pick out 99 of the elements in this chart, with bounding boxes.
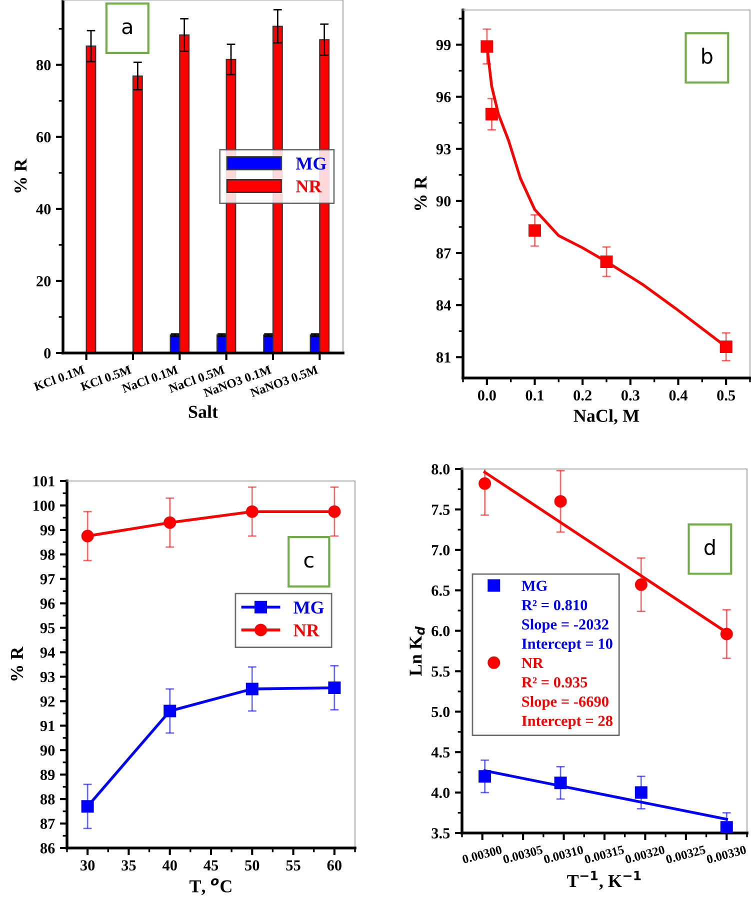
x-tick-label: 55 — [286, 860, 300, 871]
y-tick-label: 98 — [40, 550, 55, 560]
y-tick-label: 100 — [34, 500, 55, 511]
point — [81, 800, 94, 813]
legend-label: NR — [522, 658, 544, 668]
x-tick-label: 0.00300 — [462, 845, 502, 864]
x-tick-label: 0.2 — [574, 390, 592, 401]
x-tick-label: 30 — [80, 860, 95, 871]
x-axis-title: T$^{−1}$, K$^{−1}$ — [567, 870, 641, 890]
x-tick-label: 0.1 — [526, 390, 544, 401]
annotation: R² = 0.810 — [522, 600, 588, 610]
y-tick-label: 81 — [436, 352, 450, 363]
y-tick-label: 20 — [36, 276, 51, 286]
annotation: a — [122, 22, 132, 34]
point — [554, 495, 567, 508]
x-tick-label: 0.00315 — [584, 845, 625, 864]
y-tick-label: 7.5 — [432, 504, 450, 515]
y-tick-label: 96 — [436, 92, 451, 102]
point — [164, 516, 176, 529]
y-tick-label: 93 — [436, 144, 451, 154]
annotation: b — [702, 48, 712, 64]
y-tick-label: 97 — [40, 574, 55, 584]
legend-label: MG — [296, 158, 326, 170]
y-tick-label: 6.0 — [432, 626, 450, 636]
y-axis-title: % R — [10, 646, 24, 680]
x-tick-label: 0.00305 — [502, 845, 544, 864]
y-tick-label: 6.5 — [432, 586, 450, 596]
y-tick-label: 91 — [40, 720, 54, 732]
y-tick-label: 94 — [40, 647, 55, 658]
y-tick-label: 0 — [44, 348, 51, 358]
y-tick-label: 90 — [40, 745, 55, 756]
y-tick-label: 88 — [40, 794, 55, 805]
y-tick-label: 93 — [40, 672, 55, 682]
x-axis-title: Salt — [188, 405, 218, 418]
y-tick-label: 90 — [436, 196, 451, 206]
y-tick-label: 7.0 — [432, 545, 450, 556]
annotation: d — [704, 539, 715, 556]
annotation: c — [304, 556, 314, 568]
y-tick-label: 87 — [436, 248, 451, 258]
legend-label: NR — [296, 180, 322, 192]
annotation: Intercept = 28 — [522, 716, 612, 730]
point — [328, 681, 341, 694]
y-axis-title: Ln K$_{d}$ — [410, 626, 425, 676]
x-tick-label: 35 — [122, 860, 136, 871]
y-tick-label: 84 — [436, 300, 451, 311]
annotation: R² = 0.935 — [522, 677, 588, 688]
legend-label: MG — [522, 580, 548, 591]
legend-label: MG — [294, 602, 324, 614]
y-tick-label: 86 — [40, 843, 55, 854]
y-tick-label: 40 — [36, 204, 51, 214]
y-tick-label: 8.0 — [432, 464, 450, 475]
y-tick-label: 3.5 — [432, 828, 450, 839]
point — [485, 108, 498, 120]
point — [81, 530, 94, 542]
point — [164, 704, 176, 718]
x-tick-label: 60 — [327, 860, 342, 871]
y-tick-label: 4.5 — [431, 747, 450, 758]
y-tick-label: 5.0 — [432, 706, 450, 718]
annotation: Slope = -2032 — [522, 618, 608, 633]
x-axis-title: T, $^{o}$C — [190, 878, 232, 896]
legend-label: NR — [294, 624, 320, 636]
x-tick-label: 45 — [204, 860, 218, 871]
y-tick-label: 95 — [40, 622, 55, 634]
x-tick-label: 50 — [245, 860, 260, 871]
x-tick-label: 0.5 — [717, 390, 736, 401]
point — [528, 224, 541, 237]
y-tick-label: 89 — [40, 770, 55, 780]
point — [634, 578, 648, 591]
x-tick-label: 0.4 — [669, 390, 688, 401]
y-tick-label: 87 — [40, 818, 55, 829]
point — [246, 682, 258, 696]
point — [328, 505, 341, 518]
x-tick-label: 0.00320 — [624, 845, 666, 864]
x-tick-label: 0.3 — [621, 390, 640, 401]
y-tick-label: 99 — [436, 40, 451, 50]
x-axis-title: NaCl, M — [574, 409, 640, 425]
y-tick-label: 92 — [40, 696, 55, 707]
y-tick-label: 4.0 — [431, 788, 450, 798]
y-tick-label: 5.5 — [432, 666, 450, 677]
y-tick-label: 60 — [36, 132, 51, 142]
y-axis-title: % R — [414, 176, 427, 210]
y-tick-label: 101 — [34, 476, 54, 486]
bar — [86, 46, 96, 353]
x-tick-label: 0.00330 — [706, 845, 747, 864]
x-tick-label: 40 — [162, 860, 177, 871]
y-tick-label: 99 — [40, 525, 55, 536]
x-tick-label: 0.0 — [478, 390, 496, 401]
annotation: Slope = -6690 — [522, 696, 608, 710]
y-tick-label: 96 — [40, 598, 55, 609]
annotation: Intercept = 10 — [522, 638, 612, 652]
x-tick-label: 0.00310 — [543, 845, 584, 864]
point — [246, 505, 258, 518]
point — [720, 821, 733, 833]
point — [634, 786, 648, 799]
bar — [132, 75, 143, 353]
x-tick-label: 0.00325 — [665, 845, 706, 864]
point — [478, 477, 492, 490]
y-axis-title: % R — [14, 158, 27, 192]
y-tick-label: 80 — [36, 60, 51, 70]
